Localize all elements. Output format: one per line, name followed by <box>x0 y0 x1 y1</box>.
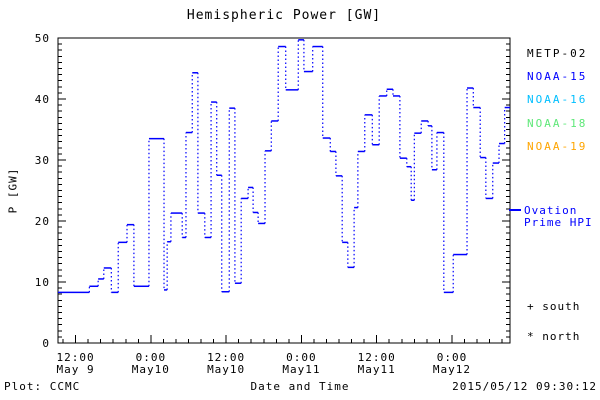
svg-text:12:00: 12:00 <box>358 351 396 364</box>
svg-text:20: 20 <box>35 215 50 228</box>
model-legend-line1: Ovation <box>524 204 578 217</box>
svg-text:May10: May10 <box>207 363 245 376</box>
svg-text:40: 40 <box>35 93 50 106</box>
legend-item-noaa-18: NOAA-18 <box>527 117 588 130</box>
svg-text:May11: May11 <box>282 363 320 376</box>
model-legend-line2: Prime HPI <box>524 216 593 229</box>
svg-text:May 9: May 9 <box>57 363 95 376</box>
marker-key-south: + south <box>527 300 581 313</box>
svg-text:12:00: 12:00 <box>207 351 245 364</box>
svg-text:May10: May10 <box>132 363 170 376</box>
legend-item-noaa-19: NOAA-19 <box>527 140 588 153</box>
legend-item-metp-02: METP-02 <box>527 47 588 60</box>
generation-timestamp: 2015/05/12 09:30:12 <box>452 380 597 393</box>
svg-text:50: 50 <box>35 32 50 45</box>
svg-text:10: 10 <box>35 276 50 289</box>
svg-text:0: 0 <box>42 337 50 350</box>
svg-text:12:00: 12:00 <box>57 351 95 364</box>
svg-text:30: 30 <box>35 154 50 167</box>
x-axis-title: Date and Time <box>250 380 350 393</box>
svg-text:0:00: 0:00 <box>136 351 167 364</box>
plot-credit: Plot: CCMC <box>4 380 81 393</box>
legend-item-noaa-16: NOAA-16 <box>527 93 588 106</box>
chart-title: Hemispheric Power [GW] <box>186 8 382 23</box>
marker-key-north: * north <box>527 330 581 343</box>
legend-item-noaa-15: NOAA-15 <box>527 70 588 83</box>
line-sample-icon <box>509 209 521 211</box>
svg-text:May12: May12 <box>433 363 471 376</box>
svg-text:May11: May11 <box>358 363 396 376</box>
svg-text:0:00: 0:00 <box>286 351 317 364</box>
model-legend: Ovation Prime HPI <box>509 205 600 229</box>
svg-text:0:00: 0:00 <box>437 351 468 364</box>
